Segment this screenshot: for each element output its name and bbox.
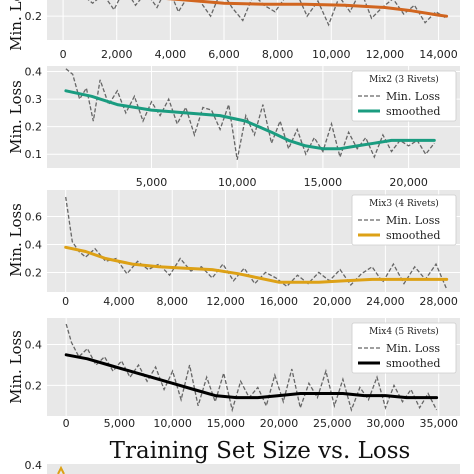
legend-label-min-loss: Min. Loss — [386, 214, 440, 227]
y-axis-label: Min. Loss — [7, 203, 25, 277]
chart-panel-4: 0 5,000 10,000 15,000 20,000 25,000 30,000 35,0… — [7, 318, 460, 430]
y-tick-label: 0.2 — [25, 266, 43, 279]
x-tick-label: 6,000 — [208, 48, 240, 61]
x-tick-label: 35,000 — [419, 417, 458, 430]
x-tick-label: 15,000 — [207, 417, 246, 430]
x-tick-label: 0 — [60, 48, 67, 61]
legend-title: Mix3 (4 Rivets) — [369, 198, 439, 209]
series-line-smoothed — [166, 0, 449, 18]
y-tick-label: 0.3 — [25, 93, 43, 106]
y-tick-label: 0.1 — [25, 148, 43, 161]
x-tick-label: 4,000 — [155, 48, 187, 61]
y-axis-label: Min. Loss — [7, 0, 25, 51]
x-tick-label: 14,000 — [419, 48, 458, 61]
plot-background — [47, 0, 460, 40]
series-line-smoothed — [64, 89, 436, 151]
legend-label-smoothed: smoothed — [386, 229, 440, 242]
legend-label-min-loss: Min. Loss — [386, 342, 440, 355]
series-line-smoothed — [64, 245, 449, 284]
x-tick-label: 0 — [62, 295, 69, 308]
y-axis-label: Min. Loss — [7, 80, 25, 154]
x-tick-label: 24,000 — [366, 295, 405, 308]
legend-title: Mix2 (3 Rivets) — [369, 74, 439, 85]
legend: Mix3 (4 Rivets) Min. Loss smoothed — [351, 194, 457, 246]
bottom-partial-panel: 0.4 — [25, 459, 460, 474]
x-tick-label: 12,000 — [366, 48, 405, 61]
x-tick-label: 4,000 — [103, 295, 135, 308]
series-line-smoothed — [64, 353, 439, 400]
x-tick-label: 8,000 — [262, 48, 294, 61]
x-tick-label: 20,000 — [313, 295, 352, 308]
y-tick-label: 0.2 — [25, 121, 43, 134]
x-tick-label: 5,000 — [136, 176, 168, 189]
chart-panel-3: 0 4,000 8,000 12,000 16,000 20,000 24,000 28,00… — [7, 190, 460, 308]
bottom-partial-y-tick: 0.4 — [25, 459, 43, 472]
x-tick-label: 20,000 — [389, 176, 428, 189]
legend-label-smoothed: smoothed — [386, 357, 440, 370]
y-tick-label: 0.4 — [25, 66, 43, 79]
figure-title: Training Set Size vs. Loss — [110, 438, 411, 464]
x-tick-label: 2,000 — [101, 48, 133, 61]
legend: Mix4 (5 Rivets) Min. Loss smoothed — [351, 322, 457, 374]
x-tick-label: 0 — [63, 417, 70, 430]
legend: Mix2 (3 Rivets) Min. Loss smoothed — [351, 70, 457, 122]
series-line-min-loss — [65, 68, 435, 160]
y-axis-label: Min. Loss — [7, 330, 25, 404]
legend-box — [351, 322, 457, 374]
x-tick-label: 8,000 — [156, 295, 188, 308]
legend-box — [351, 70, 457, 122]
chart-panel-2: 5,000 10,000 15,000 20,0000.10.20.30.4Min. … — [7, 66, 460, 189]
chart-panel-1: 0 2,000 4,000 6,000 8,000 10,000 12,000 14,000 0… — [7, 0, 460, 61]
legend-box — [351, 194, 457, 246]
x-tick-label: 10,000 — [218, 176, 257, 189]
x-tick-label: 10,000 — [153, 417, 192, 430]
legend-label-min-loss: Min. Loss — [386, 90, 440, 103]
legend-title: Mix4 (5 Rivets) — [369, 326, 439, 337]
x-tick-label: 10,000 — [312, 48, 351, 61]
x-tick-label: 15,000 — [304, 176, 343, 189]
x-tick-label: 25,000 — [313, 417, 352, 430]
x-tick-label: 30,000 — [366, 417, 405, 430]
x-tick-label: 28,000 — [419, 295, 458, 308]
y-tick-label: 0.2 — [25, 379, 43, 392]
y-tick-label: 0.4 — [25, 339, 43, 352]
y-tick-label: 0.6 — [25, 211, 43, 224]
legend-label-smoothed: smoothed — [386, 105, 440, 118]
x-tick-label: 12,000 — [206, 295, 245, 308]
y-tick-label: 0.2 — [25, 10, 43, 23]
x-tick-label: 20,000 — [260, 417, 299, 430]
x-tick-label: 16,000 — [260, 295, 299, 308]
x-tick-label: 5,000 — [104, 417, 136, 430]
y-tick-label: 0.4 — [25, 238, 43, 251]
